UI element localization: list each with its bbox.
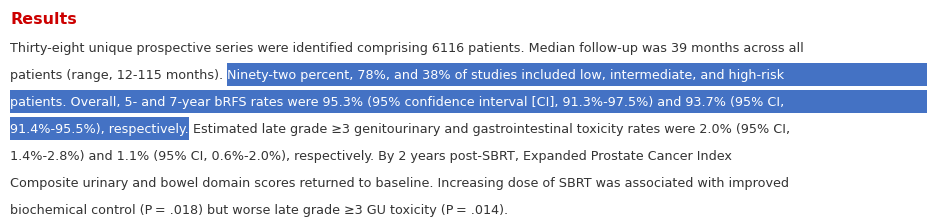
Text: patients. Overall, 5- and 7-year bRFS rates were 95.3% (95% confidence interval : patients. Overall, 5- and 7-year bRFS ra…: [10, 96, 783, 109]
Text: Ninety-two percent, 78%, and 38% of studies included low, intermediate, and high: Ninety-two percent, 78%, and 38% of stud…: [226, 69, 783, 82]
Text: 91.4%-95.5%), respectively.: 91.4%-95.5%), respectively.: [10, 123, 188, 136]
Text: patients (range, 12-115 months).: patients (range, 12-115 months).: [10, 69, 226, 82]
Bar: [226, 63, 926, 86]
Text: Composite urinary and bowel domain scores returned to baseline. Increasing dose : Composite urinary and bowel domain score…: [10, 177, 788, 190]
Text: Estimated late grade ≥3 genitourinary and gastrointestinal toxicity rates were 2: Estimated late grade ≥3 genitourinary an…: [188, 123, 789, 136]
Bar: [10, 90, 926, 113]
Text: Thirty-eight unique prospective series were identified comprising 6116 patients.: Thirty-eight unique prospective series w…: [10, 42, 803, 55]
Bar: [10, 117, 188, 140]
Text: 1.4%-2.8%) and 1.1% (95% CI, 0.6%-2.0%), respectively. By 2 years post-SBRT, Exp: 1.4%-2.8%) and 1.1% (95% CI, 0.6%-2.0%),…: [10, 150, 731, 163]
Text: biochemical control (P = .018) but worse late grade ≥3 GU toxicity (P = .014).: biochemical control (P = .018) but worse…: [10, 204, 508, 217]
Text: Results: Results: [10, 12, 77, 27]
